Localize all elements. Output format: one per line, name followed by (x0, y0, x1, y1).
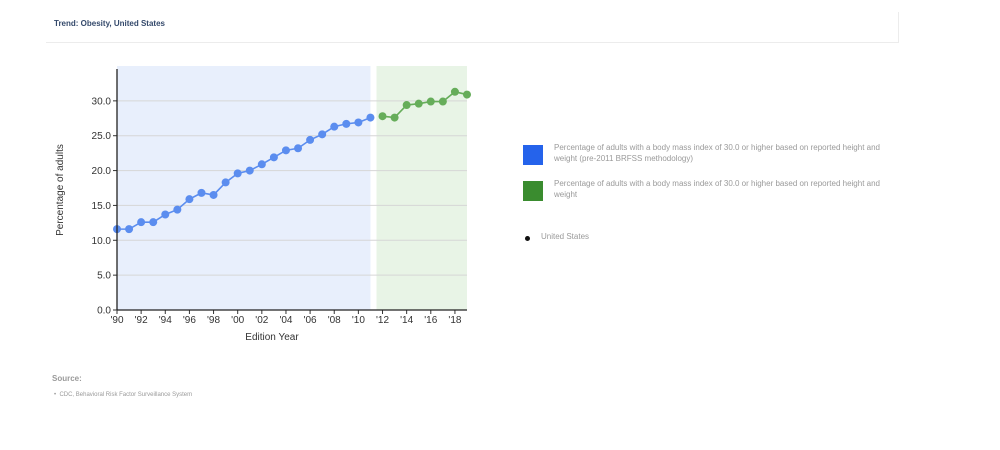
data-point-1999 (221, 178, 230, 187)
x-tick-label: '96 (183, 315, 196, 326)
data-point-2017 (438, 97, 447, 106)
data-point-2001 (245, 166, 254, 175)
data-point-2019 (463, 90, 471, 99)
legend-swatch-blue (523, 145, 543, 165)
x-tick-label: '08 (328, 315, 341, 326)
y-tick-label: 20.0 (92, 166, 112, 177)
x-tick-label: '18 (448, 315, 461, 326)
x-tick-label: '16 (424, 315, 437, 326)
location-dot-icon (525, 236, 530, 241)
data-point-2008 (330, 122, 339, 131)
x-tick-label: '98 (207, 315, 220, 326)
data-point-2013 (390, 113, 399, 122)
data-point-1992 (137, 218, 146, 227)
source-item: • CDC, Behavioral Risk Factor Surveillan… (54, 392, 193, 398)
data-point-2005 (294, 144, 303, 153)
header-bar: Trend: Obesity, United States (46, 12, 899, 43)
data-point-2012 (378, 112, 387, 121)
data-point-2018 (450, 87, 459, 96)
data-point-1994 (161, 210, 170, 219)
legend-label-current: Percentage of adults with a body mass in… (554, 179, 880, 199)
legend-item-pre-2011[interactable]: Percentage of adults with a body mass in… (523, 142, 903, 178)
source-item-text: CDC, Behavioral Risk Factor Surveillance… (59, 392, 193, 398)
y-tick-label: 15.0 (92, 201, 112, 212)
data-point-2010 (354, 118, 363, 127)
x-tick-label: '14 (400, 315, 413, 326)
data-point-2006 (306, 135, 315, 144)
x-tick-label: '10 (352, 315, 365, 326)
x-tick-label: '90 (110, 315, 123, 326)
data-point-1997 (197, 188, 206, 197)
series-band-0 (117, 66, 371, 310)
data-point-2009 (342, 119, 351, 128)
x-tick-label: '92 (135, 315, 148, 326)
x-tick-label: '94 (159, 315, 172, 326)
legend-item-location[interactable]: United States (523, 232, 903, 252)
data-point-2002 (257, 160, 266, 169)
series-band-1 (376, 66, 467, 310)
x-tick-label: '12 (376, 315, 389, 326)
y-tick-label: 30.0 (92, 96, 112, 107)
legend-swatch-green (523, 181, 543, 201)
data-point-2016 (426, 97, 435, 106)
data-point-2007 (318, 130, 327, 139)
legend-label-pre-2011: Percentage of adults with a body mass in… (554, 143, 880, 163)
data-point-1991 (125, 225, 134, 234)
data-point-1993 (149, 218, 158, 227)
y-tick-label: 10.0 (92, 236, 112, 247)
x-tick-label: '00 (231, 315, 244, 326)
page-title: Trend: Obesity, United States (54, 19, 165, 28)
x-axis-title: Edition Year (245, 332, 299, 343)
data-point-1998 (209, 190, 218, 199)
legend-label-location: United States (541, 232, 590, 241)
source-heading: Source: (52, 374, 82, 383)
x-tick-label: '04 (279, 315, 292, 326)
data-point-1996 (185, 195, 194, 204)
data-point-2000 (233, 169, 242, 178)
data-point-2015 (414, 99, 423, 108)
series-line-0 (117, 116, 371, 230)
data-point-2014 (402, 101, 411, 110)
y-axis-title: Percentage of adults (55, 144, 66, 236)
x-tick-label: '06 (304, 315, 317, 326)
chart-legend: Percentage of adults with a body mass in… (523, 142, 903, 252)
data-point-2003 (269, 153, 278, 162)
y-tick-label: 0.0 (97, 306, 111, 317)
x-tick-label: '02 (255, 315, 268, 326)
data-point-2011 (366, 113, 375, 122)
legend-item-current[interactable]: Percentage of adults with a body mass in… (523, 178, 903, 214)
data-point-2004 (281, 146, 290, 155)
y-tick-label: 5.0 (97, 271, 111, 282)
data-point-1995 (173, 205, 182, 214)
y-tick-label: 25.0 (92, 131, 112, 142)
